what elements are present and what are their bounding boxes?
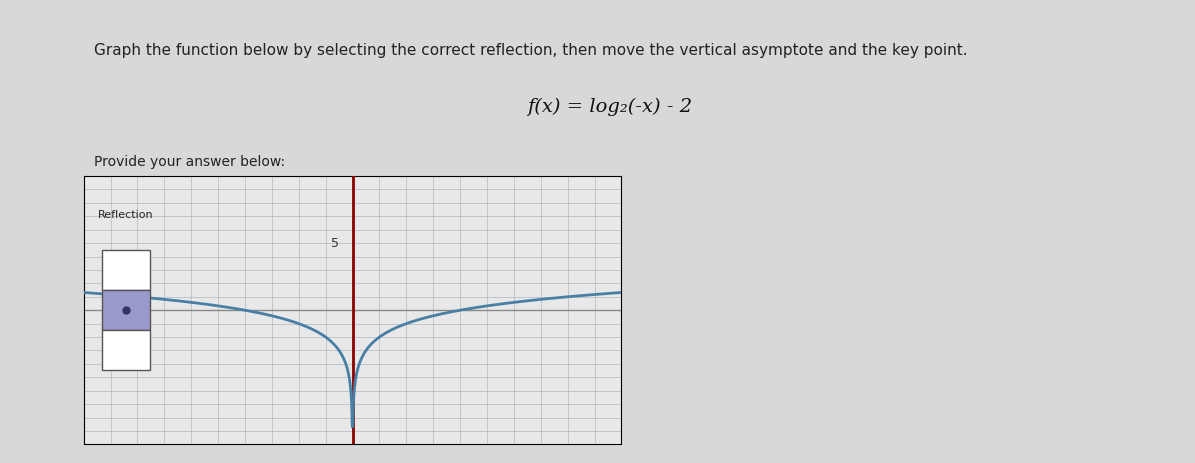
Text: Graph the function below by selecting the correct reflection, then move the vert: Graph the function below by selecting th… — [94, 43, 968, 58]
Text: Provide your answer below:: Provide your answer below: — [94, 155, 286, 169]
FancyBboxPatch shape — [102, 250, 151, 290]
Text: Reflection: Reflection — [98, 210, 154, 220]
Text: f(x) = log₂(-x) - 2: f(x) = log₂(-x) - 2 — [527, 97, 692, 116]
FancyBboxPatch shape — [102, 330, 151, 369]
FancyBboxPatch shape — [102, 290, 151, 330]
Text: 5: 5 — [331, 237, 339, 250]
